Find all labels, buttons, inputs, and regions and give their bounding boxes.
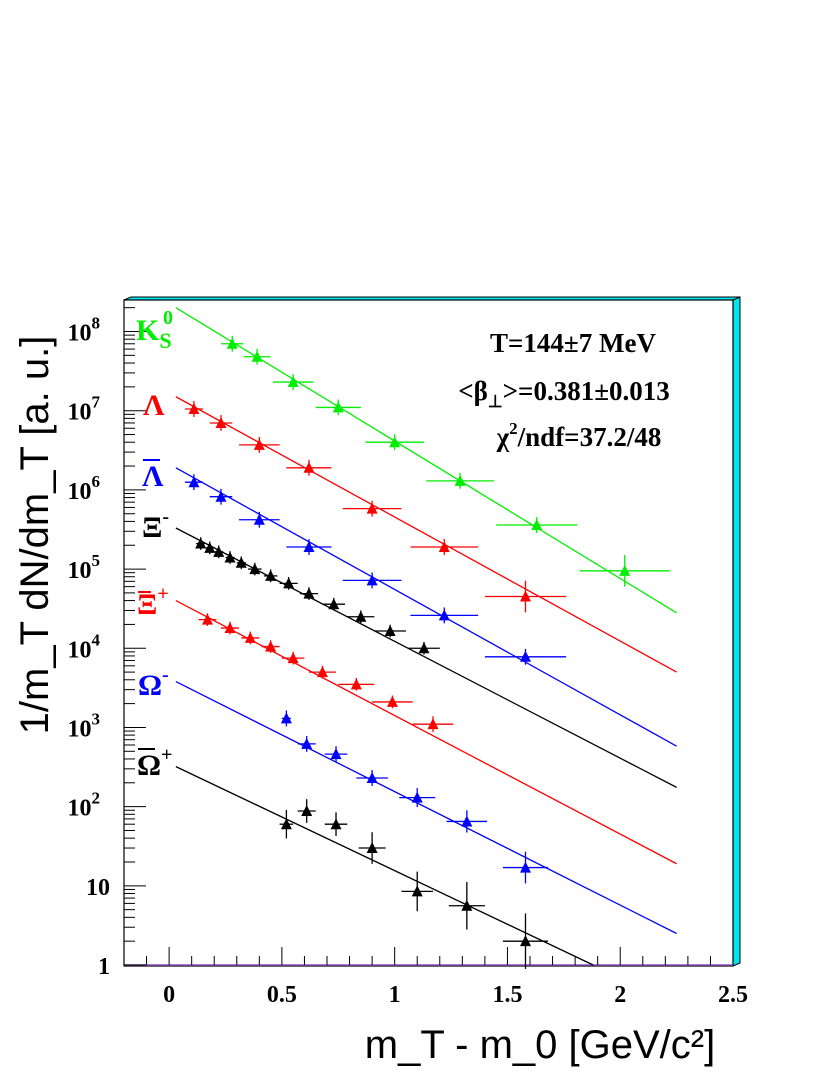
data-point [496,517,578,533]
fit-line [175,527,677,788]
y-tick-label: 106 [68,472,101,505]
data-point [502,851,549,884]
species-label: KS0 [136,307,173,353]
data-point [347,610,375,624]
data-point [410,607,479,624]
fit-line [175,467,677,747]
species-label: Λ [142,460,164,493]
data-point [297,735,316,752]
data-point [399,788,436,808]
x-tick-label: 0.5 [267,982,297,1008]
data-point [412,716,454,733]
data-point [235,556,247,570]
temperature-annotation: T=144±7 MeV [490,328,656,358]
data-point [342,500,402,517]
x-tick-label: 0 [163,982,175,1008]
data-point [184,474,203,491]
data-point [322,597,346,611]
data-point [426,472,494,489]
data-point [198,613,217,626]
data-point [401,871,434,912]
data-point [374,624,406,638]
data-point [484,648,567,665]
data-point [297,799,316,823]
data-point [239,511,280,528]
data-point [279,577,298,590]
data-point [239,436,280,453]
y-tick-label: 10 [86,875,110,901]
data-point [358,832,386,864]
beta-annotation: <β⊥>=0.381±0.013 [458,376,670,411]
data-point [220,335,244,352]
y-axis-title: 1/m_T dN/dm_T [a. u.] [13,336,57,735]
species-label: Ξ- [142,506,169,544]
fit-line [175,600,677,865]
data-point [224,551,236,564]
data-point [324,812,348,837]
y-tick-label: 108 [68,314,101,347]
data-point [213,545,225,559]
data-point [209,415,233,431]
data-point [579,554,670,587]
data-point [502,913,549,969]
data-point [448,881,485,930]
data-point [243,348,271,365]
species-label: Ω- [138,664,169,702]
species-label: Ξ+ [137,583,169,621]
x-axis-ticks: 0 0.5 1 1.5 2 2.5 [123,947,748,1008]
data-point [280,710,292,727]
fit-line [175,680,677,935]
data-point [281,651,305,665]
data-point [324,746,348,763]
data-point [308,665,337,679]
x-tick-label: 2 [614,982,626,1008]
data-point [410,539,479,555]
frame-shadow-right [732,296,741,967]
y-tick-label: 1 [98,954,110,980]
data-point [286,459,332,476]
x-tick-label: 1.5 [492,982,522,1008]
data-point [315,399,361,416]
data-point [446,810,488,833]
y-tick-label: 105 [68,551,101,584]
species-label: Λ [143,389,165,422]
y-tick-label: 107 [68,393,101,426]
data-point [299,587,318,600]
x-axis-title: m_T - m_0 [GeV/c²] [365,1023,715,1067]
y-axis-ticks: 1 10 102 103 104 105 106 107 108 [68,307,146,980]
chi2-annotation: χ2/ndf=37.2/48 [496,419,662,452]
data-point [365,434,424,451]
data-point [272,374,314,390]
data-point [372,695,413,709]
species-labels: KS0 Λ Λ Ξ- Ξ+ Ω- Ω+ [136,307,173,782]
plot-frame [123,299,734,967]
data-point [342,572,402,589]
data-point [263,569,278,583]
data-point [209,488,233,505]
data-point [241,631,260,645]
data-point [338,678,375,691]
data-point [195,537,207,550]
y-tick-label: 102 [68,789,101,822]
data-point [484,580,567,613]
y-tick-label: 103 [68,709,101,742]
data-point [184,401,203,417]
data-point [279,809,294,839]
fit-line [175,766,594,966]
data-point [261,640,280,653]
y-tick-label: 104 [68,630,101,663]
x-tick-label: 2.5 [718,982,748,1008]
data-point [220,621,240,635]
data-point [286,539,332,555]
x-tick-label: 1 [389,982,401,1008]
species-label: Ω+ [137,744,172,782]
data-point [204,541,216,555]
data-points [184,335,670,969]
data-point [408,641,440,655]
data-point [356,770,388,786]
data-point [248,562,262,576]
